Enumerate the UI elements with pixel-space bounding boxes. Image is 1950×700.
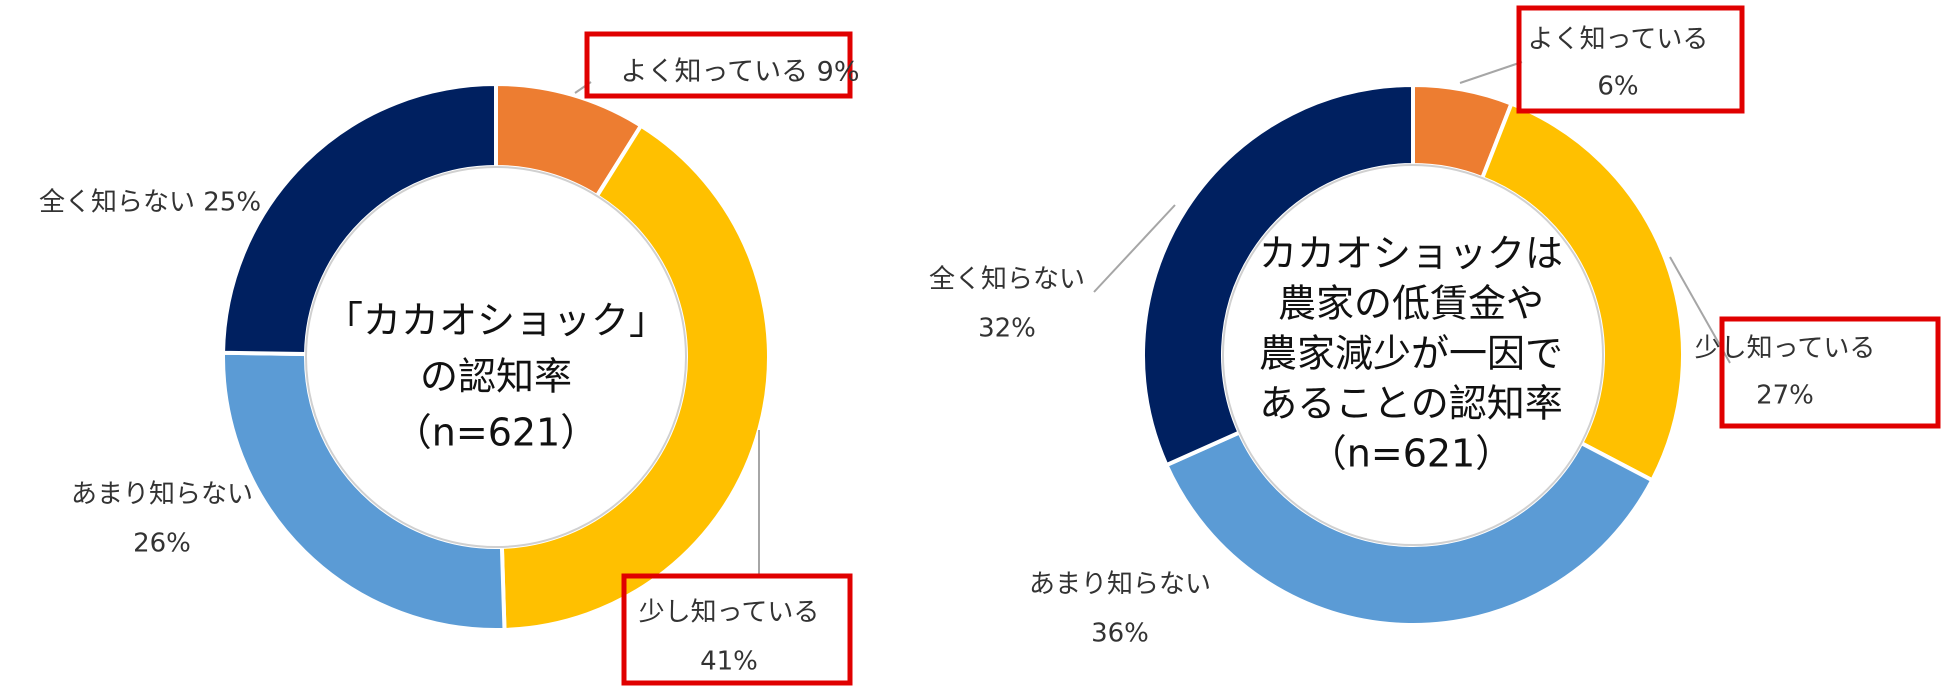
data-label-somewhat-known: 41% — [700, 647, 758, 677]
data-label-not-known: 32% — [978, 314, 1036, 344]
data-label-little-known: あまり知らない — [1029, 570, 1211, 600]
highlight-box-somewhat-known — [1719, 316, 1941, 429]
highlight-box-somewhat-known — [621, 573, 853, 686]
donut-hole — [1222, 164, 1604, 546]
center-title-line: 農家減少が一因で — [1259, 332, 1563, 376]
center-title-line: （n=621） — [394, 411, 598, 455]
center-title-line: カカオショックは — [1259, 232, 1563, 276]
donut-chart-cacao-shock-awareness: 「カカオショック」の認知率 （n=621） よく知っている 9% 少し知っている 41%… — [39, 31, 860, 686]
donut-hole — [305, 166, 687, 548]
data-label-well-known: 6% — [1597, 72, 1638, 102]
highlight-box-well-known — [584, 31, 853, 99]
data-label-not-known: 全く知らない 25% — [39, 188, 261, 218]
center-title-line: の認知率 — [420, 355, 572, 399]
data-label-little-known: 26% — [133, 529, 191, 559]
data-label-well-known: よく知っている 9% — [620, 57, 859, 88]
data-label-somewhat-known: 少し知っている — [639, 598, 820, 628]
data-label-well-known: よく知っている — [1528, 25, 1709, 55]
leader-line-well-known — [1459, 61, 1523, 84]
center-title-line: あることの認知率 — [1259, 382, 1563, 426]
center-title-line: 「カカオショック」 — [325, 299, 667, 343]
center-title-line: （n=621） — [1309, 432, 1513, 476]
center-title-line: 農家の低賃金や — [1278, 282, 1544, 326]
data-label-little-known: 36% — [1091, 619, 1149, 649]
data-label-not-known: 全く知らない — [929, 265, 1085, 295]
leader-line-not-known — [1093, 204, 1176, 293]
data-label-little-known: あまり知らない — [71, 480, 253, 510]
data-label-somewhat-known: 27% — [1756, 381, 1814, 411]
data-label-somewhat-known: 少し知っている — [1695, 334, 1876, 364]
highlight-box-well-known — [1516, 5, 1745, 114]
